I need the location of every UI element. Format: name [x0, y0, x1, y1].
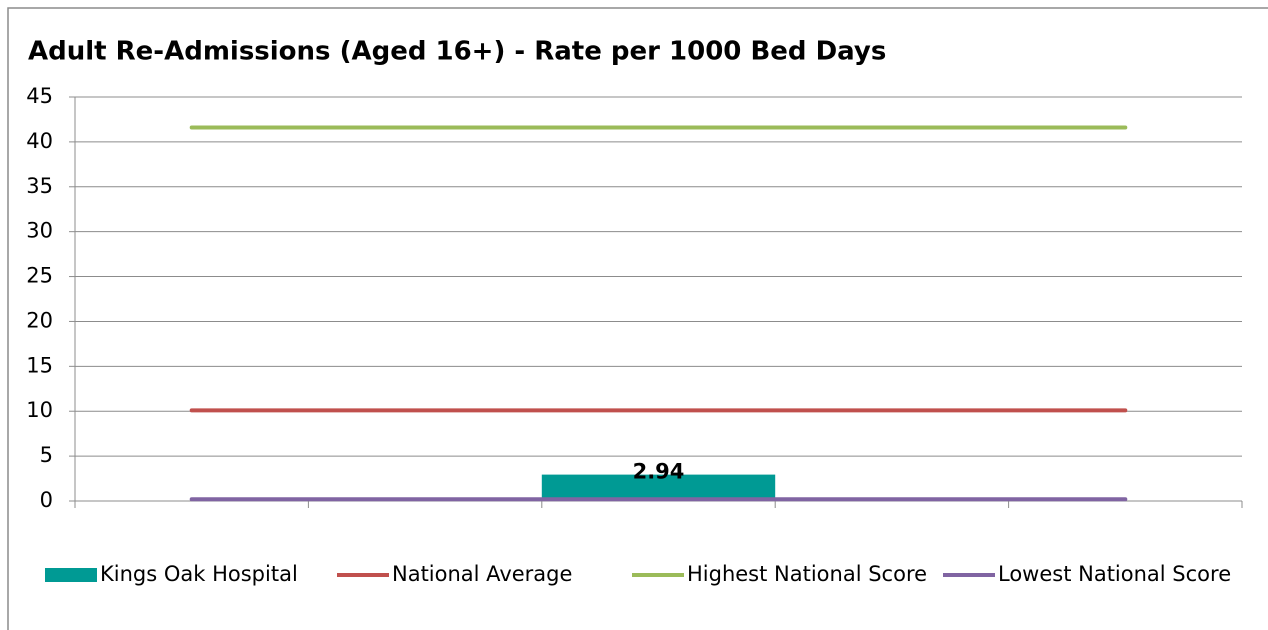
y-tick-label: 0: [40, 488, 53, 512]
legend-label: Kings Oak Hospital: [100, 562, 298, 586]
y-tick-label: 10: [26, 398, 53, 422]
legend-label: National Average: [392, 562, 572, 586]
bar: [541, 474, 776, 501]
y-tick-label: 5: [40, 443, 53, 467]
y-tick-label: 25: [26, 264, 53, 288]
y-tick-label: 30: [26, 219, 53, 243]
data-label: 2.94: [633, 460, 685, 484]
y-tick-label: 35: [26, 174, 53, 198]
y-tick-label: 40: [26, 129, 53, 153]
y-tick-label: 20: [26, 308, 53, 332]
chart-title: Adult Re-Admissions (Aged 16+) - Rate pe…: [28, 37, 886, 67]
legend-swatch: [45, 568, 97, 582]
y-tick-label: 45: [26, 84, 53, 108]
y-tick-label: 15: [26, 353, 53, 377]
legend-label: Highest National Score: [687, 562, 927, 586]
legend-label: Lowest National Score: [998, 562, 1231, 586]
chart-frame: [7, 7, 1268, 630]
